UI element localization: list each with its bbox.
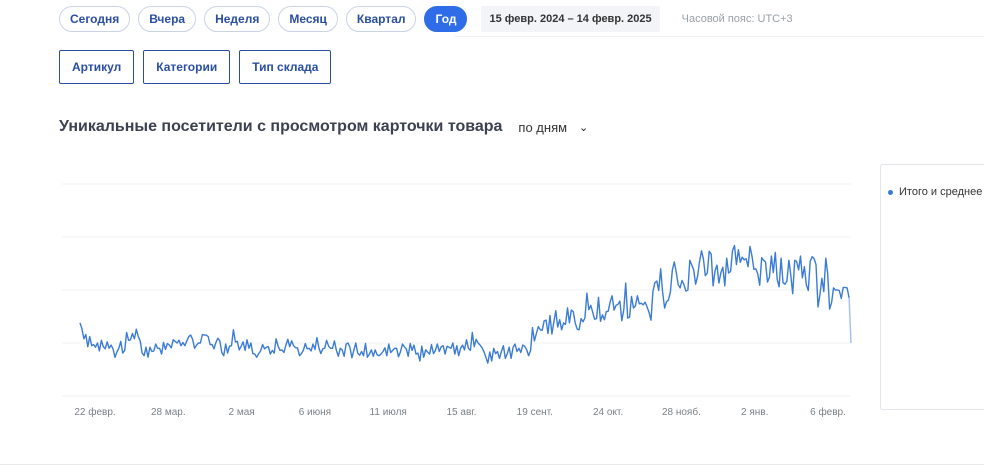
legend-item-label: Итого и среднее <box>899 186 983 198</box>
x-tick-label: 6 июня <box>299 407 331 418</box>
x-tick-label: 28 мар. <box>151 407 186 418</box>
x-tick-label: 11 июля <box>370 407 407 418</box>
line-chart: 22 февр. 28 мар. 2 мая 6 июня 11 июля 15 авг.… <box>62 183 852 418</box>
x-tick-label: 22 февр. <box>74 406 115 418</box>
x-tick-label: 6 февр. <box>810 406 846 418</box>
period-today-button[interactable]: Сегодня <box>59 6 131 32</box>
granularity-label: по дням <box>518 119 568 135</box>
period-year-button[interactable]: Год <box>424 6 468 32</box>
filter-warehouse-type-button[interactable]: Тип склада <box>239 50 332 84</box>
divider <box>455 36 984 37</box>
x-tick-label: 2 мая <box>228 407 254 418</box>
legend-panel: Итого и среднее <box>880 164 984 410</box>
chart-title: Уникальные посетители с просмотром карто… <box>59 118 503 135</box>
period-month-button[interactable]: Месяц <box>278 6 338 32</box>
filter-categories-button[interactable]: Категории <box>143 50 231 84</box>
series-line <box>79 244 850 364</box>
filter-bar: Артикул Категории Тип склада <box>59 50 332 84</box>
x-tick-label: 15 авг. <box>447 407 477 418</box>
x-axis-labels: 22 февр. 28 мар. 2 мая 6 июня 11 июля 15 авг.… <box>74 406 846 418</box>
series-line-tail <box>848 297 852 344</box>
x-tick-label: 24 окт. <box>593 407 623 418</box>
date-range-picker[interactable]: 15 февр. 2024 – 14 февр. 2025 <box>481 6 660 32</box>
chevron-down-icon: ⌄ <box>579 121 589 134</box>
period-selector: Сегодня Вчера Неделя Месяц Квартал Год 1… <box>59 6 793 32</box>
chart-header: Уникальные посетители с просмотром карто… <box>59 118 588 136</box>
period-week-button[interactable]: Неделя <box>204 6 271 32</box>
period-quarter-button[interactable]: Квартал <box>345 6 417 32</box>
x-tick-label: 28 нояб. <box>662 406 701 418</box>
timezone-label: Часовой пояс: UTC+3 <box>681 13 793 25</box>
x-tick-label: 2 янв. <box>741 407 768 418</box>
period-yesterday-button[interactable]: Вчера <box>138 6 197 32</box>
granularity-dropdown[interactable]: по дням ⌄ <box>518 120 588 135</box>
legend-dot-icon <box>888 189 893 195</box>
chart-grid <box>62 183 851 397</box>
divider <box>0 464 984 465</box>
legend-item[interactable]: Итого и среднее <box>888 186 982 198</box>
x-tick-label: 19 сент. <box>517 407 553 418</box>
filter-sku-button[interactable]: Артикул <box>59 50 135 84</box>
